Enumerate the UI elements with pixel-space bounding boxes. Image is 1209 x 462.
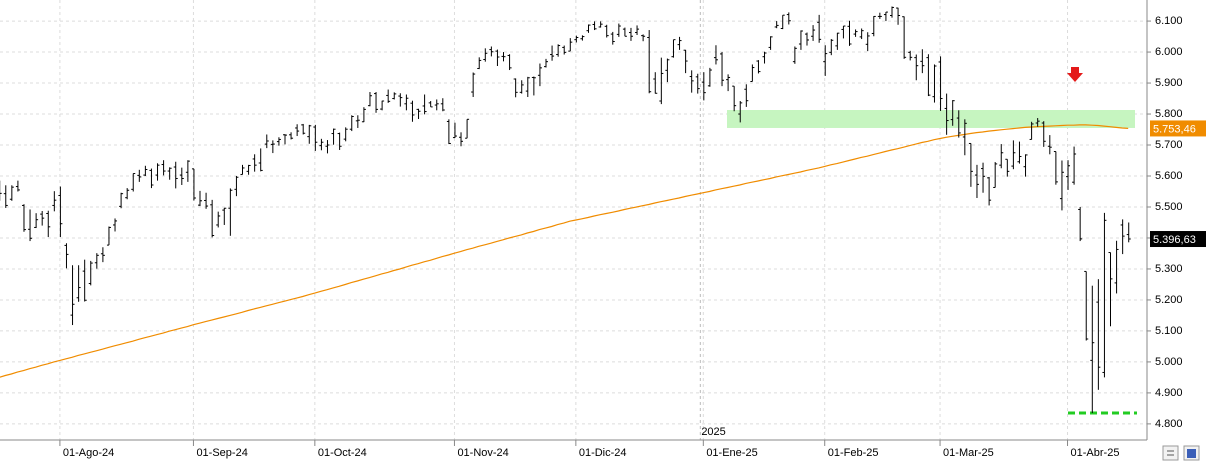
y-tick-label: 5.000 [1155, 356, 1183, 368]
y-tick-label: 4.800 [1155, 418, 1183, 430]
y-tick-label: 6.100 [1155, 15, 1183, 27]
ma-last-value: 5.753,46 [1153, 123, 1196, 135]
x-tick-label: 01-Dic-24 [579, 447, 627, 459]
ma-last-value-box [1150, 120, 1206, 137]
y-tick-label: 5.300 [1155, 263, 1183, 275]
settings-button[interactable] [1162, 445, 1179, 461]
toolbar [1162, 445, 1200, 461]
y-tick-label: 5.100 [1155, 325, 1183, 337]
y-tick-label: 6.000 [1155, 46, 1183, 58]
x-tick-label: 01-Mar-25 [943, 447, 994, 459]
y-tick-label: 5.500 [1155, 201, 1183, 213]
down-arrow-icon [1067, 67, 1083, 82]
last-close-value-box [1150, 231, 1206, 248]
x-tick-label: 01-Nov-24 [457, 447, 508, 459]
plot-marks [0, 6, 1137, 415]
y-tick-label: 4.900 [1155, 387, 1183, 399]
save-icon [1187, 449, 1196, 458]
x-tick-label: 01-Ene-25 [706, 447, 757, 459]
x-tick-label: 01-Oct-24 [318, 447, 367, 459]
x-tick-label: 01-Sep-24 [196, 447, 247, 459]
settings-icon [1167, 450, 1174, 456]
x-tick-label: 01-Ago-24 [63, 447, 114, 459]
moving-average-line [0, 124, 1129, 378]
y-tick-label: 5.200 [1155, 294, 1183, 306]
x-tick-label: 01-Abr-25 [1071, 447, 1120, 459]
last-close-value: 5.396,63 [1153, 234, 1196, 246]
year-label: 2025 [701, 426, 725, 438]
y-tick-label: 5.700 [1155, 139, 1183, 151]
x-tick-label: 01-Feb-25 [828, 447, 879, 459]
y-tick-label: 5.800 [1155, 108, 1183, 120]
y-tick-label: 5.600 [1155, 170, 1183, 182]
y-tick-label: 5.900 [1155, 77, 1183, 89]
